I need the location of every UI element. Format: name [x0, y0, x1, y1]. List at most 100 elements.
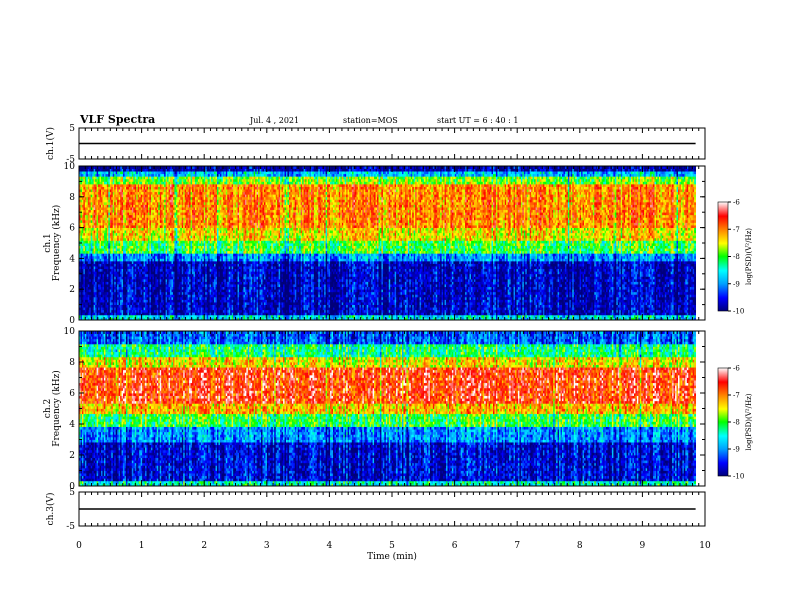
spectrogram-cell	[87, 271, 90, 275]
spectrogram-cell	[83, 168, 86, 172]
spectrogram-cell	[99, 237, 102, 241]
spectrogram-cell	[99, 284, 102, 288]
spectrogram-cell	[87, 302, 90, 305]
spectrogram-cell	[105, 248, 108, 252]
spectrogram-cell	[90, 219, 93, 223]
spectrogram-cell	[81, 219, 84, 223]
spectrogram-cell	[106, 176, 109, 180]
spectrogram-cell	[108, 181, 111, 185]
spectrogram-cell	[93, 278, 96, 282]
spectrogram-cell	[112, 191, 115, 195]
spectrogram-cell	[93, 296, 96, 300]
spectrogram-cell	[98, 291, 100, 295]
spectrogram-cell	[89, 222, 92, 226]
spectrogram-cell	[101, 276, 103, 280]
spectrogram-cell	[79, 253, 81, 257]
spectrogram-cell	[109, 183, 112, 187]
spectrogram-cell	[86, 219, 89, 223]
spectrogram-cell	[112, 168, 115, 172]
spectrogram-cell	[99, 260, 102, 264]
spectrogram-cell	[89, 191, 92, 195]
spectrogram-cell	[80, 237, 83, 241]
spectrogram-cell	[87, 299, 90, 303]
spectrogram-cell	[93, 199, 96, 203]
spectrogram-cell	[80, 258, 83, 262]
spectrogram-cell	[80, 207, 83, 211]
spectrogram-cell	[103, 201, 106, 205]
spectrogram-cell	[80, 302, 83, 305]
spectrogram-cell	[93, 194, 96, 198]
spectrogram-cell	[90, 314, 93, 318]
spectrogram-cell	[83, 196, 86, 200]
spectrogram-cell	[86, 178, 89, 182]
spectrogram-cell	[84, 168, 87, 172]
spectrogram-cell	[111, 217, 114, 221]
spectrogram-cell	[108, 302, 111, 305]
spectrogram-cell	[81, 245, 84, 249]
spectrogram-cell	[109, 271, 112, 275]
spectrogram-cell	[103, 302, 106, 305]
spectrogram-cell	[112, 291, 115, 295]
spectrogram-cell	[93, 294, 96, 298]
spectrogram-cell	[95, 219, 98, 223]
spectrogram-cell	[98, 304, 100, 308]
spectrogram-cell	[87, 258, 90, 262]
spectrogram-cell	[102, 191, 105, 195]
spectrogram-cell	[80, 222, 83, 226]
spectrogram-cell	[98, 271, 100, 275]
spectrogram-cell	[92, 281, 95, 285]
spectrogram-cell	[106, 219, 109, 223]
spectrogram-cell	[89, 219, 92, 223]
spectrogram-cell	[80, 266, 83, 270]
spectrogram-cell	[114, 255, 117, 259]
spectrogram-cell	[109, 217, 112, 221]
spectrogram-cell	[109, 232, 112, 236]
spectrogram-cell	[92, 284, 95, 288]
spectrogram-cell	[86, 232, 89, 236]
spectrogram-cell	[109, 178, 112, 182]
spectrogram-cell	[96, 178, 99, 182]
spectrogram-cell	[86, 186, 89, 190]
spectrogram-cell	[101, 271, 103, 275]
spectrogram-cell	[92, 183, 95, 187]
spectrogram-cell	[79, 271, 81, 275]
spectrogram-cell	[111, 260, 114, 264]
spectrogram-cell	[103, 189, 106, 193]
spectrogram-cell	[109, 312, 112, 316]
spectrogram-cell	[102, 240, 105, 244]
spectrogram-cell	[87, 284, 90, 288]
spectrogram-cell	[95, 196, 98, 200]
spectrogram-cell	[90, 296, 93, 300]
spectrogram-cell	[114, 273, 117, 277]
spectrogram-cell	[96, 255, 99, 259]
spectrogram-cell	[95, 271, 98, 275]
spectrogram-cell	[102, 168, 105, 172]
spectrogram-cell	[101, 260, 103, 264]
spectrogram-cell	[96, 240, 99, 244]
spectrogram-cell	[95, 299, 98, 303]
spectrogram-cell	[92, 199, 95, 203]
spectrogram-cell	[93, 253, 96, 257]
spectrogram-cell	[90, 299, 93, 303]
spectrogram-cell	[112, 266, 115, 270]
spectrogram-cell	[95, 171, 98, 175]
spectrogram-cell	[103, 291, 106, 295]
spectrogram-cell	[90, 304, 93, 308]
spectrogram-cell	[95, 286, 98, 290]
spectrogram-cell	[84, 219, 87, 223]
spectrogram-cell	[92, 296, 95, 300]
spectrogram-cell	[83, 248, 86, 252]
spectrogram-cell	[81, 266, 84, 270]
spectrogram-cell	[81, 260, 84, 264]
spectrogram-cell	[96, 299, 99, 303]
spectrogram-cell	[99, 266, 102, 270]
spectrogram-cell	[95, 266, 98, 270]
spectrogram-cell	[90, 312, 93, 316]
spectrogram-cell	[103, 166, 106, 169]
spectrogram-cell	[114, 235, 117, 239]
spectrogram-cell	[84, 232, 87, 236]
spectrogram-cell	[105, 314, 108, 318]
spectrogram-cell	[114, 230, 117, 234]
spectrogram-cell	[109, 204, 112, 208]
spectrogram-cell	[102, 304, 105, 308]
